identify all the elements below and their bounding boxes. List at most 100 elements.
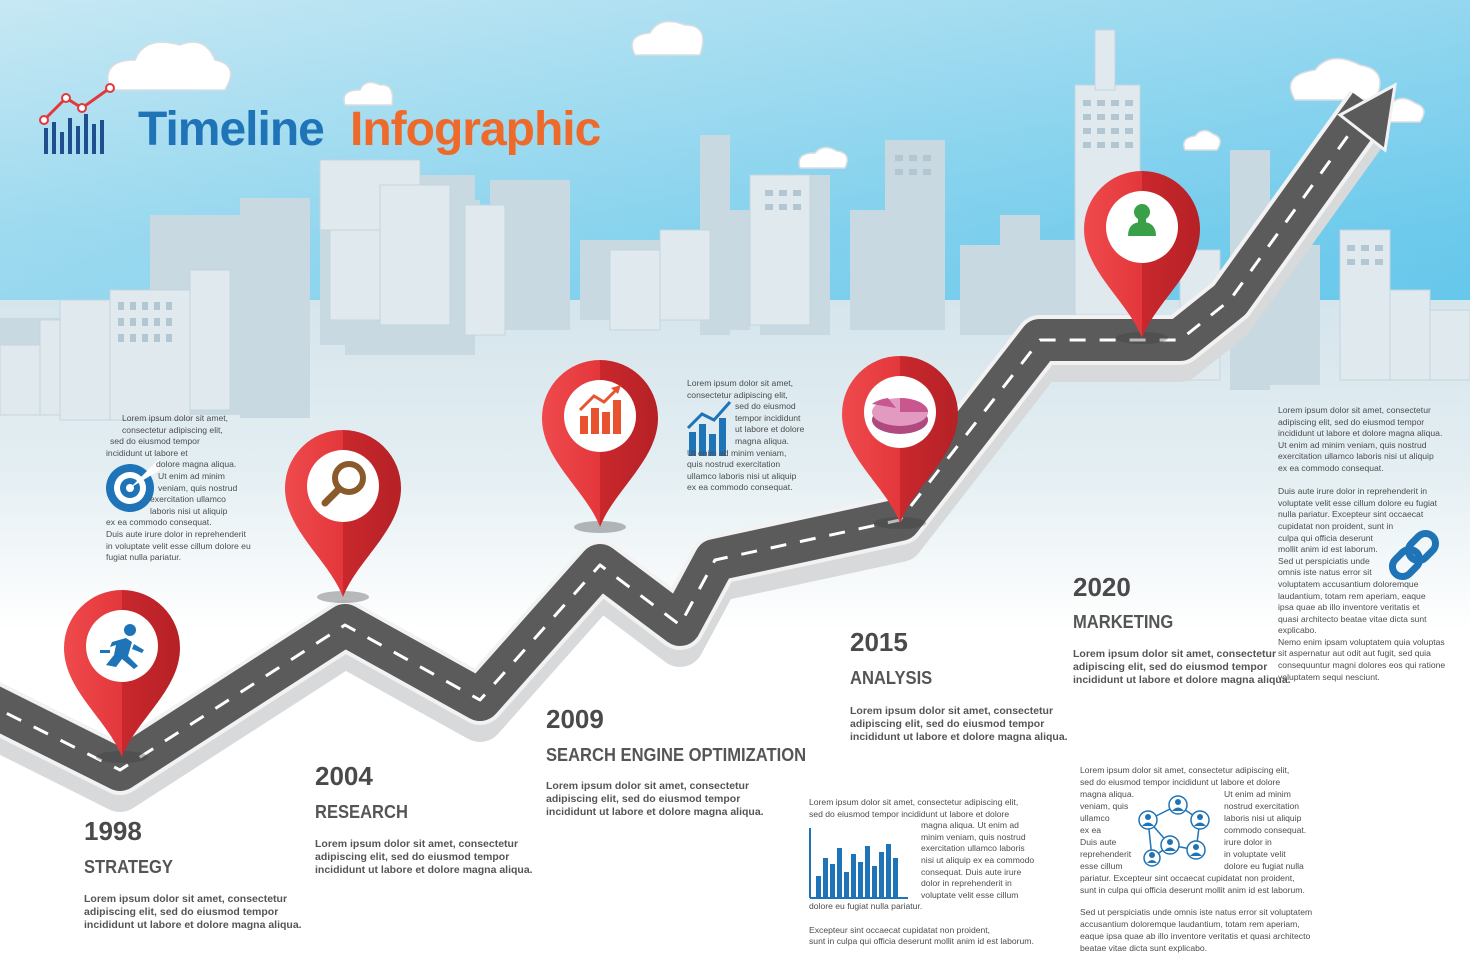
text-line: consequat. Duis aute irure <box>921 866 1022 877</box>
text-block-top-center: Lorem ipsum dolor sit amet, consectetur a… <box>687 378 827 494</box>
link-icon <box>1388 529 1440 581</box>
milestone-label: RESEARCH <box>315 802 408 822</box>
text-line: ex ea commodo consequat. <box>1278 462 1384 473</box>
text-line: quasi architecto beatae vitae dicta sunt <box>1278 613 1427 624</box>
text-line: laboris nisi ut aliquip <box>150 505 228 516</box>
text-line <box>1278 475 1468 487</box>
text-line: Sed ut perspiciatis unde omnis iste natu… <box>1080 907 1313 917</box>
text-line: incididunt ut labore et dolore magna ali… <box>1278 428 1443 439</box>
title-word-1: Timeline <box>138 103 325 156</box>
text-line: consectetur adipiscing elit, <box>687 389 788 400</box>
milestone-label: SEARCH ENGINE OPTIMIZATION <box>546 745 807 765</box>
text-line: voluptatem accusantium doloremque <box>1278 578 1419 589</box>
text-line: veniam, quis nostrud <box>158 482 238 493</box>
text-line: pariatur. Excepteur sint occaecat cupida… <box>1080 873 1295 883</box>
text-block-bottom-right: Lorem ipsum dolor sit amet, consectetur … <box>1080 765 1340 955</box>
text-line: Ut enim ad minim veniam, quis nostrud <box>1278 439 1427 450</box>
milestone-desc: Lorem ipsum dolor sit amet, consectetur a… <box>84 893 302 931</box>
text-line: sit aspernatur aut odit aut fugit, sed q… <box>1278 648 1431 659</box>
milestone-label: STRATEGY <box>84 857 173 877</box>
text-line: dolore magna aliqua. <box>156 459 237 470</box>
text-line: ex ea commodo consequat. <box>106 517 212 528</box>
growth-chart-icon <box>578 385 621 434</box>
text-line: culpa qui officia deserunt <box>1278 532 1373 543</box>
text-line: Lorem ipsum dolor sit amet, <box>122 413 229 423</box>
text-line: in voluptate velit esse cillum dolore eu <box>106 540 251 551</box>
text-line: sunt in culpa qui officia deserunt molli… <box>809 936 1034 947</box>
magnifier-icon <box>321 461 366 507</box>
text-line: Sed ut perspiciatis unde <box>1278 555 1370 566</box>
text-line: ipsa quae ab illo inventore veritatis et <box>1278 602 1420 613</box>
text-line: Nemo enim ipsam voluptatem quia voluptas <box>1278 636 1445 647</box>
text-line: dolor in reprehenderit in <box>921 878 1012 889</box>
text-line: exercitation ullamco laboris nisi ut ali… <box>1278 451 1434 462</box>
milestone-label: ANALYSIS <box>850 668 933 688</box>
text-line: nisi ut aliquip ex ea commodo <box>921 854 1035 865</box>
text-block-right: Lorem ipsum dolor sit amet, consectetur a… <box>1278 405 1468 683</box>
pie-chart-icon <box>872 398 928 434</box>
text-line: accusantium doloremque laudantium, totam… <box>1080 919 1300 929</box>
text-line: Excepteur sint occaecat cupidatat non pr… <box>809 924 991 935</box>
text-block-bottom-center: Lorem ipsum dolor sit amet, consectetur … <box>809 797 1069 948</box>
text-line: laboris nisi ut aliquip <box>1224 813 1302 823</box>
text-line: voluptatem sequi nesciunt. <box>1278 671 1380 682</box>
text-line: nulla pariatur. Excepteur sint occaecat <box>1278 509 1424 520</box>
milestone-year: 2004 <box>315 761 373 791</box>
text-line: voluptate velit esse cillum <box>921 889 1019 900</box>
milestone-desc: Lorem ipsum dolor sit amet, consectetur a… <box>315 838 533 876</box>
text-line: reprehenderit <box>1080 849 1132 859</box>
text-line: voluptate velit esse cillum dolore eu fu… <box>1278 497 1438 508</box>
network-icon <box>1138 795 1210 867</box>
text-line: dolore eu fugiat nulla pariatur. <box>809 901 923 912</box>
text-line: Lorem ipsum dolor sit amet, consectetur <box>1278 405 1431 415</box>
text-line: magna aliqua. <box>735 435 789 446</box>
text-line: sed do eiusmod tempor incididunt ut labo… <box>809 808 1010 819</box>
text-line <box>809 913 1069 925</box>
text-line: Ut enim ad minim veniam, <box>687 447 787 458</box>
text-line: Lorem ipsum dolor sit amet, consectetur … <box>809 797 1019 807</box>
milestone-year: 2015 <box>850 627 908 657</box>
text-line: sunt in culpa qui officia deserunt molli… <box>1080 885 1305 895</box>
text-line: fugiat nulla pariatur. <box>106 552 182 563</box>
milestone-desc: Lorem ipsum dolor sit amet, consectetur a… <box>1073 648 1291 686</box>
text-line: Duis aute irure dolor in reprehenderit i… <box>1278 486 1428 497</box>
text-line: ex ea commodo consequat. <box>687 482 793 493</box>
milestone-desc: Lorem ipsum dolor sit amet, consectetur a… <box>546 780 764 818</box>
text-line: Lorem ipsum dolor sit amet, <box>687 378 794 388</box>
text-line: explicabo. <box>1278 625 1317 636</box>
text-line: omnis iste natus error sit <box>1278 567 1372 578</box>
logo-chart-icon <box>39 83 115 154</box>
text-line: sed do eiusmod <box>735 401 796 412</box>
milestone-year: 1998 <box>84 816 142 846</box>
text-line: nostrud exercitation <box>1224 801 1299 811</box>
text-line: ullamco laboris nisi ut aliquip <box>687 470 797 481</box>
text-line: cupidatat non proident, sunt in <box>1278 520 1394 531</box>
text-line: Lorem ipsum dolor sit amet, consectetur … <box>1080 765 1290 775</box>
text-line: ullamco <box>1080 813 1110 823</box>
milestone-year: 2020 <box>1073 572 1131 602</box>
cloud-icon <box>107 20 1425 169</box>
text-line: commodo consequat. <box>1224 825 1307 835</box>
text-line: tempor incididunt <box>735 412 801 423</box>
text-line: minim veniam, quis nostrud <box>921 831 1026 842</box>
text-line: sed do eiusmod tempor incididunt ut labo… <box>1080 777 1281 787</box>
text-line: adipiscing elit, sed do eiusmod tempor <box>1278 416 1425 427</box>
text-line: dolore eu fugiat nulla <box>1224 861 1304 871</box>
target-icon <box>106 458 160 512</box>
milestone-year: 2009 <box>546 704 604 734</box>
text-line: Ut enim ad minim <box>1224 789 1291 799</box>
text-line: consectetur adipiscing elit, <box>122 424 223 435</box>
text-line: beatae vitae dicta sunt explicabo. <box>1080 943 1208 953</box>
milestone-label: MARKETING <box>1073 612 1174 632</box>
text-line: Duis aute irure dolor in reprehenderit <box>106 528 246 539</box>
text-line: in voluptate velit <box>1224 849 1286 859</box>
text-line: ex ea <box>1080 825 1102 835</box>
milestone-desc: Lorem ipsum dolor sit amet, consectetur a… <box>850 705 1068 743</box>
text-line: Duis aute <box>1080 837 1117 847</box>
text-line: eaque ipsa quae ab illo inventore verita… <box>1080 931 1311 941</box>
text-line: veniam, quis <box>1080 801 1129 811</box>
text-line: incididunt ut labore et <box>106 447 188 458</box>
road-arrow-head <box>1337 82 1397 153</box>
